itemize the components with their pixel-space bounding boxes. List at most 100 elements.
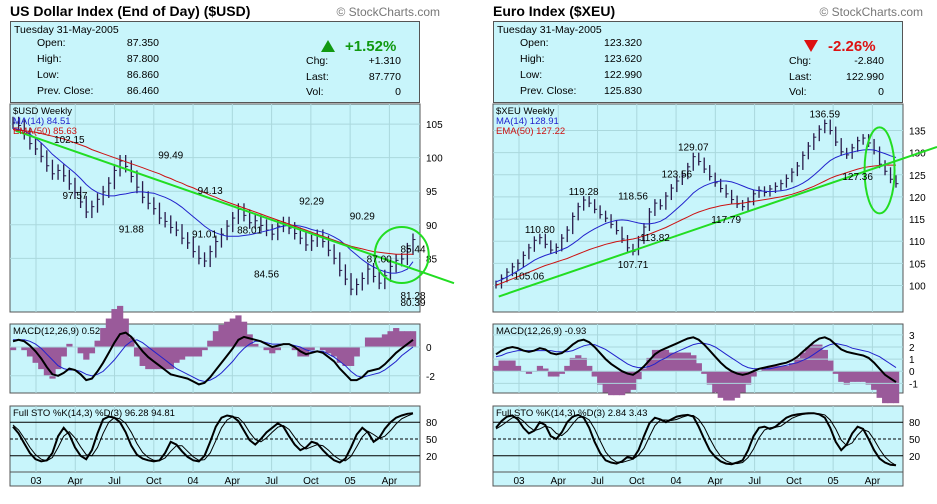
ma-label: MA(14) 128.91 bbox=[496, 116, 559, 127]
macd-tick-label: 0 bbox=[909, 367, 915, 378]
price-tick-label: 90 bbox=[426, 221, 438, 232]
price-annotation: 94.13 bbox=[198, 186, 223, 197]
watermark: © StockCharts.com bbox=[336, 5, 440, 19]
macd-hist-bar bbox=[325, 347, 332, 354]
quote-header: Tuesday 31-May-2005 Open: 87.350 High: 87.80… bbox=[10, 21, 420, 103]
macd-hist-bar bbox=[66, 343, 73, 347]
x-tick-label: Apr bbox=[865, 476, 881, 487]
sto-d-line bbox=[495, 412, 897, 466]
x-tick-label: 03 bbox=[513, 476, 525, 487]
macd-line bbox=[12, 331, 414, 386]
quote-label-chg: Chg: bbox=[306, 55, 329, 67]
macd-hist-bar bbox=[10, 347, 17, 351]
ma-line bbox=[495, 149, 897, 283]
macd-hist-bar bbox=[777, 365, 785, 372]
macd-hist-bar bbox=[331, 347, 338, 357]
macd-tick-label: -1 bbox=[909, 379, 918, 390]
price-annotation: 91.88 bbox=[119, 225, 144, 236]
macd-hist-bar bbox=[849, 371, 856, 382]
macd-hist-bar bbox=[83, 347, 90, 360]
macd-hist-bar bbox=[503, 360, 511, 372]
macd-hist-bar bbox=[575, 355, 582, 372]
macd-hist-bar bbox=[728, 371, 735, 401]
trendline bbox=[15, 129, 455, 285]
macd-hist-bar bbox=[745, 371, 752, 385]
macd-hist-bar bbox=[156, 347, 163, 370]
euro-chart-panel: Euro Index ($XEU) © StockCharts.com Tuesda… bbox=[491, 0, 937, 504]
macd-hist-bar bbox=[88, 347, 96, 354]
macd-hist-bar bbox=[105, 318, 112, 347]
macd-hist-bar bbox=[150, 347, 158, 370]
macd-hist-bar bbox=[133, 347, 141, 357]
price-annotation: 119.28 bbox=[569, 187, 599, 198]
macd-hist-bar bbox=[629, 371, 637, 390]
sto-label: Full STO %K(14,3) %D(3) 2.84 3.43 bbox=[496, 408, 647, 419]
sto-k-line bbox=[12, 412, 414, 464]
x-tick-label: 05 bbox=[345, 476, 357, 487]
price-tick-label: 125 bbox=[909, 171, 926, 182]
quote-value-vol: 0 bbox=[395, 86, 401, 98]
macd-hist-bar bbox=[393, 328, 400, 347]
macd-hist-bar bbox=[274, 347, 281, 351]
macd-hist-bar bbox=[235, 315, 242, 347]
macd-hist-bar bbox=[218, 324, 225, 347]
macd-hist-bar bbox=[597, 371, 604, 385]
usd-chart-panel: US Dollar Index (End of Day) ($USD) © Sto… bbox=[8, 0, 455, 504]
price-tick-label: 115 bbox=[909, 215, 925, 226]
quote-value-high: 87.800 bbox=[126, 53, 159, 65]
price-annotation: 118.56 bbox=[618, 192, 648, 203]
quote-value-vol: 0 bbox=[878, 86, 884, 98]
highlight-ellipse bbox=[373, 225, 430, 284]
macd-hist-bar bbox=[838, 371, 845, 382]
price-label: $USD Weekly bbox=[13, 106, 72, 117]
macd-hist-bar bbox=[821, 349, 828, 372]
price-tick-label: 135 bbox=[909, 127, 926, 138]
quote-label-low: Low: bbox=[520, 69, 543, 81]
macd-hist-bar bbox=[212, 331, 220, 347]
macd-hist-bar bbox=[706, 371, 713, 385]
x-axis-strip bbox=[9, 471, 421, 487]
change-percent: -2.26% bbox=[828, 38, 876, 55]
change-percent: +1.52% bbox=[345, 38, 397, 55]
macd-hist-bar bbox=[640, 368, 648, 372]
macd-hist-bar bbox=[860, 371, 867, 382]
macd-label: MACD(12,26,9) 0.52 bbox=[13, 326, 100, 337]
macd-histogram bbox=[493, 344, 900, 404]
x-tick-label: 04 bbox=[188, 476, 200, 487]
macd-hist-bar bbox=[342, 347, 349, 366]
macd-hist-bar bbox=[525, 371, 533, 374]
macd-hist-bar bbox=[564, 365, 571, 372]
macd-hist-bar bbox=[201, 347, 208, 351]
price-annotation: 80.39 bbox=[400, 298, 425, 309]
price-annotation: 136.59 bbox=[809, 110, 840, 121]
price-annotation: 92.29 bbox=[299, 197, 324, 208]
price-annotation: 81.28 bbox=[400, 291, 425, 302]
macd-hist-bar bbox=[240, 321, 248, 347]
quote-header: Tuesday 31-May-2005 Open: 123.320 High: 123.… bbox=[493, 21, 903, 103]
quote-value-chg: -2.840 bbox=[854, 55, 884, 67]
macd-hist-bar bbox=[876, 371, 883, 398]
price-annotation: 110.80 bbox=[525, 225, 555, 236]
quote-label-high: High: bbox=[37, 53, 62, 65]
x-tick-label: Jul bbox=[265, 476, 278, 487]
macd-hist-bar bbox=[810, 344, 818, 372]
macd-hist-bar bbox=[410, 331, 417, 347]
macd-tick-label: 2 bbox=[909, 343, 915, 354]
macd-hist-bar bbox=[291, 347, 298, 351]
x-tick-label: Oct bbox=[786, 476, 802, 487]
macd-hist-bar bbox=[739, 371, 746, 393]
macd-hist-bar bbox=[673, 352, 681, 372]
quote-value-low: 122.990 bbox=[604, 69, 642, 81]
macd-hist-bar bbox=[553, 371, 560, 377]
macd-hist-bar bbox=[701, 371, 708, 374]
macd-hist-bar bbox=[893, 371, 900, 404]
price-annotation: 117.79 bbox=[711, 215, 741, 226]
macd-hist-bar bbox=[783, 365, 790, 372]
macd-hist-bar bbox=[336, 347, 343, 363]
x-tick-label: Jul bbox=[108, 476, 121, 487]
sto-tick-label: 50 bbox=[909, 435, 921, 446]
x-tick-label: Oct bbox=[629, 476, 645, 487]
macd-hist-bar bbox=[580, 357, 587, 372]
macd-hist-bar bbox=[509, 360, 516, 372]
quote-label-last: Last: bbox=[789, 71, 812, 83]
